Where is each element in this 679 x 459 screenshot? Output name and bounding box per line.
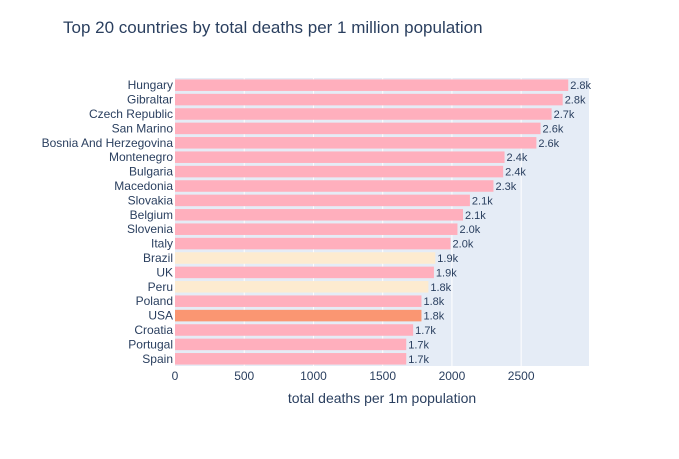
y-category-label: USA — [148, 309, 173, 323]
bar — [175, 79, 569, 91]
bar-value-label: 1.8k — [423, 311, 444, 323]
bar — [175, 237, 451, 250]
y-category-label: Slovenia — [127, 222, 173, 236]
y-category-label: Montenegro — [109, 150, 173, 164]
y-category-label: Bulgaria — [129, 165, 173, 179]
bar-value-label: 2.6k — [543, 123, 564, 135]
y-category-label: Poland — [136, 294, 173, 308]
y-category-label: Peru — [148, 280, 173, 294]
bar — [175, 108, 552, 120]
bar-value-label: 2.6k — [538, 138, 559, 150]
bar-value-label: 2.8k — [570, 80, 591, 92]
bar-value-label: 2.0k — [459, 224, 480, 236]
x-tick-label: 2000 — [439, 369, 466, 383]
plot-area — [175, 78, 589, 366]
x-tick-label: 500 — [234, 369, 254, 383]
x-tick-label: 2500 — [508, 369, 535, 383]
bar — [175, 209, 463, 221]
bars — [175, 79, 569, 365]
y-category-label: Macedonia — [114, 179, 173, 193]
bar-value-label: 2.8k — [565, 95, 586, 107]
x-axis-title: total deaths per 1m population — [288, 390, 476, 406]
bar-value-label: 1.8k — [423, 296, 444, 308]
bar — [175, 194, 470, 207]
bar-value-label: 2.4k — [505, 167, 526, 179]
bar-value-label: 2.1k — [472, 195, 493, 207]
bar-value-label: 1.9k — [436, 267, 457, 279]
bar — [175, 309, 422, 322]
bar-value-label: 2.4k — [507, 152, 528, 164]
bar — [175, 324, 414, 336]
y-category-label: Slovakia — [128, 193, 174, 207]
y-category-label: Brazil — [143, 251, 173, 265]
bar-value-label: 2.7k — [554, 109, 575, 121]
bar — [175, 151, 505, 163]
y-category-label: Czech Republic — [89, 107, 173, 121]
y-category-label: Spain — [142, 352, 173, 366]
y-category-label: Italy — [151, 237, 173, 251]
y-category-label: Croatia — [134, 323, 173, 337]
y-category-label: Bosnia And Herzegovina — [42, 136, 174, 150]
bar — [175, 338, 407, 351]
y-category-label: Portugal — [128, 337, 173, 351]
y-category-label: UK — [156, 265, 173, 279]
bar — [175, 295, 422, 307]
x-tick-label: 1000 — [300, 369, 327, 383]
bar-value-label: 1.8k — [430, 282, 451, 294]
bar — [175, 165, 504, 178]
y-category-label: Hungary — [128, 78, 173, 92]
bar — [175, 122, 541, 135]
y-category-label: San Marino — [112, 121, 174, 135]
bar — [175, 223, 458, 235]
y-category-label: Belgium — [130, 208, 173, 222]
x-tick-label: 1500 — [369, 369, 396, 383]
bar — [175, 180, 494, 192]
bar — [175, 93, 563, 106]
bar-value-label: 2.0k — [453, 239, 474, 251]
x-axis-tick-labels: 0 500 1000 1500 2000 2500 — [172, 369, 535, 383]
bar-value-label: 1.9k — [437, 253, 458, 265]
bar — [175, 137, 537, 149]
bar-value-label: 2.3k — [495, 181, 516, 193]
bar-value-labels: 2.8k2.8k2.7k2.6k2.6k2.4k2.4k2.3k2.1k2.1k… — [408, 80, 591, 366]
bar-value-label: 1.7k — [415, 325, 436, 337]
bar — [175, 353, 407, 365]
bar-value-label: 1.7k — [408, 339, 429, 351]
chart-title: Top 20 countries by total deaths per 1 m… — [63, 18, 483, 37]
bar — [175, 281, 429, 293]
bar-value-label: 2.1k — [465, 210, 486, 222]
bar-value-label: 1.7k — [408, 354, 429, 366]
y-category-label: Gibraltar — [127, 93, 173, 107]
bar — [175, 266, 434, 279]
x-tick-label: 0 — [172, 369, 179, 383]
bar — [175, 252, 436, 264]
